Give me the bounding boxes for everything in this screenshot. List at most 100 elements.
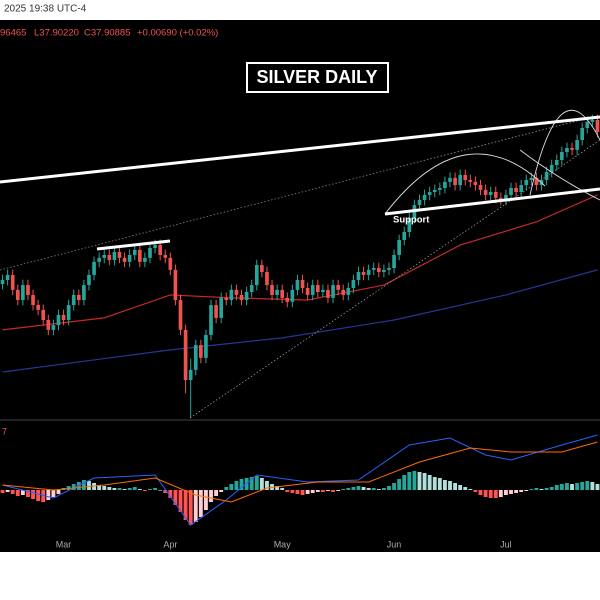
candle-body (158, 245, 162, 255)
candle-body (41, 309, 46, 320)
candle-body (524, 180, 529, 186)
macd-bar (509, 490, 513, 494)
resistance-line (0, 115, 600, 184)
macd-bar (56, 490, 61, 494)
candle-body (76, 294, 81, 300)
macd-bar (142, 490, 147, 491)
candle-body (275, 289, 279, 295)
candle-body (453, 177, 457, 186)
candle-body (178, 300, 183, 330)
annotation: Support (393, 215, 430, 226)
macd-bar (565, 483, 569, 490)
candle-body (478, 185, 483, 190)
macd-bar (163, 490, 168, 493)
macd-bar (514, 490, 519, 493)
candle-body (336, 285, 340, 290)
candle-body (117, 252, 122, 258)
macd-bar (81, 480, 86, 490)
macd-bar (188, 490, 193, 525)
arc (519, 149, 600, 201)
macd-bar (590, 482, 595, 490)
macd-line (2, 434, 598, 526)
macd-label: 7 (2, 426, 7, 436)
candle-body (458, 174, 462, 186)
candle-body (290, 289, 295, 302)
macd-bar (427, 475, 432, 490)
candle-body (239, 294, 244, 300)
macd-bar (87, 481, 91, 490)
candle-body (488, 192, 493, 195)
candle-body (402, 232, 407, 240)
macd-bar (417, 472, 422, 490)
candle-body (585, 121, 590, 128)
macd-bar (295, 490, 300, 494)
candle-body (173, 269, 178, 300)
candle-body (132, 249, 137, 255)
macd-bar (320, 490, 325, 492)
macd-bar (300, 490, 305, 495)
candle-body (10, 274, 15, 290)
macd-bar (585, 481, 590, 490)
candle-body (361, 272, 366, 275)
macd-bar (407, 472, 412, 490)
candle-body (36, 305, 40, 310)
candle-body (575, 140, 579, 150)
macd-bar (529, 489, 534, 490)
macd-bar (504, 490, 508, 495)
candle-body (188, 369, 193, 380)
candle-body (214, 305, 218, 318)
macd-bar (483, 490, 488, 497)
macd-bar (224, 487, 229, 490)
macd-bar (519, 490, 524, 492)
x-tick-label: Jul (500, 539, 512, 549)
candle-body (102, 254, 107, 258)
candle-body (407, 217, 412, 232)
candle-body (560, 152, 564, 160)
candle-body (168, 257, 173, 270)
macd-bar (183, 490, 188, 520)
candle-body (143, 257, 147, 262)
macd-bar (366, 488, 371, 490)
candle-body (341, 289, 346, 295)
support-line (96, 239, 171, 251)
macd-bar (168, 490, 173, 498)
candle-body (305, 288, 310, 295)
macd-bar (422, 473, 427, 490)
candle-body (0, 280, 5, 284)
candle-body (107, 254, 112, 260)
candle-body (554, 160, 559, 166)
macd-bar (46, 490, 51, 500)
candle-body (438, 188, 442, 190)
candle-body (387, 268, 391, 270)
ohlc-close: C37.90885 (84, 28, 130, 39)
candle-body (315, 285, 320, 292)
candle-body (417, 200, 422, 206)
macd-bar (463, 487, 468, 490)
candle-body (331, 285, 335, 298)
candle-body (21, 285, 25, 300)
macd-bar (559, 484, 564, 490)
macd-bar (488, 490, 493, 498)
chart-background (0, 20, 600, 552)
macd-bar (10, 490, 15, 494)
candle-body (199, 345, 203, 358)
candle-body (26, 285, 30, 295)
macd-bar (458, 485, 463, 490)
macd-bar (595, 484, 600, 490)
arc (384, 153, 546, 215)
macd-bar (259, 478, 264, 490)
macd-bar (346, 488, 351, 490)
candle-body (46, 320, 51, 330)
candle-body (504, 194, 508, 200)
macd-bar (524, 490, 529, 491)
macd-bar (478, 490, 483, 495)
candle-body (5, 274, 10, 280)
candle-body (244, 292, 249, 300)
macd-bar (437, 478, 442, 490)
candle-body (443, 181, 447, 188)
timestamp: 2025 19:38 UTC-4 (4, 4, 87, 15)
candle-body (397, 240, 401, 255)
candle-body (204, 334, 208, 358)
macd-bar (356, 486, 361, 490)
candle-body (514, 188, 518, 192)
